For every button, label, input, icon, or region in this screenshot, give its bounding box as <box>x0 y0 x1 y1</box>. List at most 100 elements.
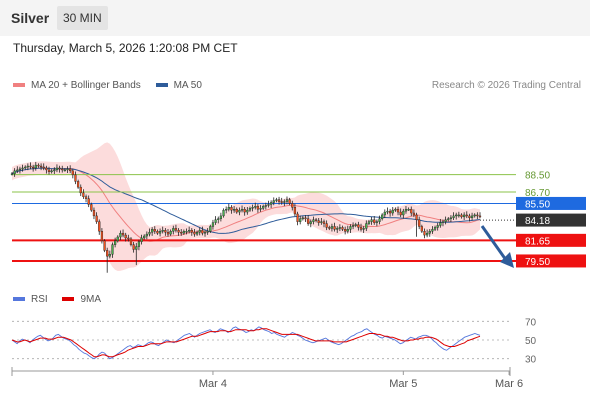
candle <box>140 234 143 245</box>
instrument-title: Silver <box>11 10 50 26</box>
candle <box>373 216 376 225</box>
candle <box>156 229 159 235</box>
candle <box>476 212 479 220</box>
candle <box>418 216 421 230</box>
candle <box>190 228 193 236</box>
candle <box>45 165 48 174</box>
candle <box>325 220 328 231</box>
candle <box>391 206 394 216</box>
candle <box>185 228 188 235</box>
ma50-legend-label: MA 50 <box>173 80 202 91</box>
candle <box>388 208 392 217</box>
copyright-label: Research © 2026 Trading Central <box>431 80 581 91</box>
candle <box>436 222 439 231</box>
candle <box>460 213 463 219</box>
candle <box>158 228 162 237</box>
candle <box>394 207 397 212</box>
candle <box>66 166 69 174</box>
candle <box>338 224 341 232</box>
candle <box>402 208 405 219</box>
candle <box>322 219 326 228</box>
candle <box>180 229 183 236</box>
candle <box>285 196 289 205</box>
candle <box>55 164 59 173</box>
candle <box>246 206 249 215</box>
level-tag-81.65 <box>516 233 586 247</box>
main-legend: MA 20 + Bollinger Bands MA 50 <box>13 80 202 91</box>
candle <box>296 211 299 226</box>
candle <box>84 194 88 203</box>
candle <box>26 163 29 171</box>
level-label-79.50: 79.50 <box>525 257 550 268</box>
x-tick-label: Mar 5 <box>389 378 417 390</box>
candle <box>415 212 418 237</box>
candle <box>166 229 170 237</box>
candle <box>50 169 53 174</box>
candle <box>222 208 225 218</box>
candle <box>127 234 130 242</box>
candle <box>90 202 93 212</box>
rsi-tick-50: 50 <box>525 336 537 347</box>
candle <box>359 223 363 232</box>
candle <box>293 203 297 217</box>
candle <box>95 212 98 224</box>
candle <box>21 164 24 172</box>
candle <box>349 224 352 233</box>
candle <box>13 168 16 177</box>
candle <box>188 226 191 234</box>
candle <box>383 209 386 219</box>
candle <box>230 205 233 214</box>
candle <box>232 206 236 213</box>
candle <box>410 206 413 217</box>
rsi-chart: 70 50 30 <box>11 317 537 366</box>
rsi-legend-swatch <box>13 297 25 302</box>
candle <box>423 228 426 239</box>
candle <box>404 206 408 214</box>
candle <box>449 215 453 222</box>
candle <box>225 206 228 214</box>
candle <box>251 204 254 212</box>
candle <box>161 226 164 234</box>
candle <box>177 228 180 236</box>
candle <box>206 228 209 235</box>
candle <box>264 202 267 210</box>
candle <box>378 215 381 225</box>
rsi-legend-label: RSI <box>31 294 48 305</box>
candle <box>248 206 252 212</box>
candle <box>439 218 442 228</box>
candle <box>16 166 19 174</box>
candle <box>63 168 67 172</box>
candle <box>444 216 447 225</box>
candle <box>53 167 56 175</box>
candle <box>32 164 35 172</box>
candle <box>240 205 244 213</box>
candle <box>344 226 347 235</box>
candle <box>425 229 429 238</box>
candle <box>76 179 80 189</box>
candle <box>272 197 275 206</box>
candle <box>309 219 312 228</box>
candle <box>362 226 365 233</box>
datetime-label: Thursday, March 5, 2026 1:20:08 PM CET <box>13 41 238 55</box>
candle <box>39 163 43 171</box>
candle <box>153 226 156 234</box>
ma20-legend-swatch <box>13 83 25 88</box>
timeframe-button[interactable]: 30 MIN <box>57 6 108 30</box>
candle <box>201 226 204 236</box>
candle <box>317 218 320 226</box>
candle <box>132 241 135 253</box>
ma9-legend-label: 9MA <box>80 294 102 305</box>
candle <box>37 163 40 168</box>
candle <box>198 227 201 236</box>
candle <box>145 231 148 240</box>
candle <box>370 217 373 225</box>
candle <box>396 206 400 216</box>
candle <box>259 205 262 212</box>
header-bar: Silver 30 MIN <box>0 0 590 36</box>
candle <box>82 189 85 199</box>
candle <box>473 213 476 218</box>
candle <box>98 219 101 235</box>
candle <box>103 239 106 253</box>
candle <box>219 212 223 222</box>
